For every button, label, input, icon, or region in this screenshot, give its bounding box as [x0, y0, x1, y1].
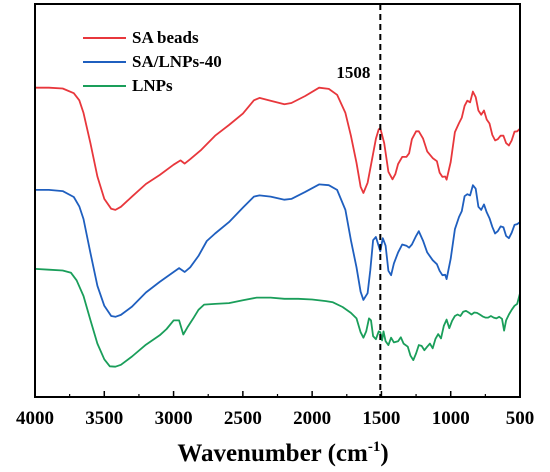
x-tick-label: 3500 [85, 408, 123, 429]
series-line-2 [35, 183, 521, 318]
series-line-3 [34, 268, 521, 368]
x-tick-label: 4000 [16, 408, 54, 429]
legend-label-2: SA/LNPs-40 [132, 52, 222, 71]
series-layer [34, 86, 521, 368]
x-axis-title: Wavenumber (cm-1) [177, 439, 388, 467]
x-tick-label: 3000 [155, 408, 193, 429]
x-tick-label: 1000 [432, 408, 470, 429]
series-line-1 [35, 86, 521, 211]
x-tick-label: 500 [506, 408, 535, 429]
x-tick-label: 2000 [293, 408, 331, 429]
annotation-1508-label: 1508 [336, 63, 370, 82]
legend-label-3: LNPs [132, 76, 173, 95]
legend: SA beads SA/LNPs-40 LNPs [83, 28, 222, 95]
x-axis-title-main: Wavenumber (cm [177, 440, 368, 467]
x-axis-title-close: ) [380, 440, 388, 467]
legend-label-1: SA beads [132, 28, 199, 47]
x-axis-title-superscript: -1 [368, 439, 381, 455]
x-tick-label: 1500 [362, 408, 400, 429]
x-tick-label: 2500 [224, 408, 262, 429]
x-axis: 4000 3500 3000 2500 2000 1500 1000 500 [16, 391, 534, 429]
